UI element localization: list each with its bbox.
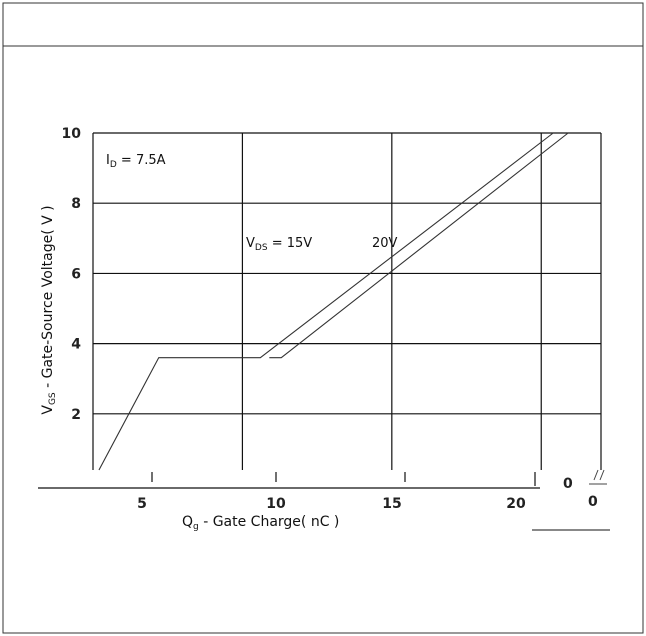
clipped-glyph-fragment [589, 469, 607, 485]
vds-15v-label: VDS = 15V [246, 236, 312, 253]
y-tick-label: 6 [71, 266, 81, 282]
x-tick-label: 20 [506, 496, 526, 512]
condition-label: ID = 7.5A [106, 153, 166, 170]
x-tick-label: 15 [382, 496, 401, 512]
y-tick-labels: 2 4 6 8 10 [62, 126, 82, 423]
y-tick-label: 2 [71, 407, 81, 423]
y-tick-label: 4 [71, 337, 81, 353]
x-tick-label: 5 [137, 496, 147, 512]
y-axis-title: VGS - Gate-Source Voltage( V ) [40, 205, 58, 414]
vds-20v-label: 20V [372, 236, 398, 251]
series-lines [98, 132, 569, 471]
x-extra-label: 0 [563, 476, 573, 492]
y-tick-label: 10 [62, 126, 82, 142]
x-tick-labels: 5 10 15 20 [137, 496, 526, 512]
series-15v-line [98, 132, 554, 471]
y-tick-label: 8 [71, 196, 81, 212]
x-extra-label: 0 [588, 494, 598, 510]
x-tick-label: 10 [266, 496, 286, 512]
series-20v-line [269, 132, 569, 359]
x-axis-title: Qg - Gate Charge( nC ) [182, 514, 339, 532]
plot-grid [92, 132, 602, 470]
